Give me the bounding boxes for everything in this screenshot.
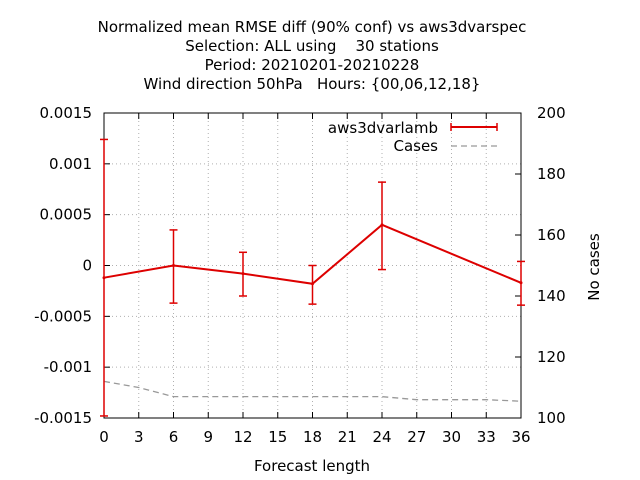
x-tick-label: 24: [372, 428, 391, 446]
data-point: [102, 276, 106, 280]
data-point: [172, 264, 175, 267]
title-line-2: Period: 20210201-20210228: [205, 56, 420, 74]
y-tick-label: -0.001: [44, 358, 92, 376]
x-tick-label: 6: [169, 428, 179, 446]
title-line-0: Normalized mean RMSE diff (90% conf) vs …: [98, 18, 527, 36]
y2-tick-label: 160: [537, 226, 566, 244]
x-tick-label: 0: [99, 428, 109, 446]
series-layer: [100, 138, 525, 417]
data-point: [241, 272, 245, 276]
x-axis-label: Forecast length: [254, 457, 370, 475]
error-bar: [239, 251, 247, 297]
error-bar: [308, 264, 317, 305]
data-point: [519, 281, 523, 285]
data-point: [311, 282, 314, 286]
x-tick-label: 12: [233, 428, 252, 446]
title-line-3: Wind direction 50hPa Hours: {00,06,12,18…: [144, 75, 481, 93]
x-tick-label: 3: [134, 428, 144, 446]
y-tick-label: -0.0015: [34, 409, 92, 427]
x-tick-label: 15: [268, 428, 287, 446]
y2-tick-label: 140: [537, 287, 566, 305]
legend-label-cases: Cases: [393, 137, 438, 155]
error-bar: [169, 229, 178, 304]
x-tick-label: 36: [511, 428, 530, 446]
series-line-aws3dvarlamb: [103, 223, 522, 285]
x-tick-label: 9: [203, 428, 213, 446]
y-tick-label: 0: [82, 257, 92, 275]
error-bar: [100, 138, 108, 417]
y2-axis: 200 180 160 140 120 100: [515, 104, 566, 427]
y-axis: 0.0015 0.001 0.0005 0 -0.0005 -0.001 -0.0015: [34, 104, 110, 427]
y-tick-label: 0.001: [49, 155, 92, 173]
y-tick-label: 0.0005: [40, 206, 93, 224]
error-bar: [378, 181, 386, 271]
legend-label-aws3dvarlamb: aws3dvarlamb: [328, 119, 438, 137]
y-tick-label: 0.0015: [40, 104, 93, 122]
x-axis: 0 3 6 9 12 15 18 21 24 27 30 33 36: [99, 113, 531, 446]
y2-tick-label: 100: [537, 409, 566, 427]
y2-axis-label: No cases: [585, 233, 603, 301]
chart-title: Normalized mean RMSE diff (90% conf) vs …: [98, 18, 527, 93]
x-tick-label: 21: [338, 428, 357, 446]
title-line-1: Selection: ALL using 30 stations: [185, 37, 439, 55]
data-point: [380, 223, 384, 227]
y-tick-label: -0.0005: [34, 307, 92, 325]
y2-tick-label: 120: [537, 348, 566, 366]
error-bar: [517, 260, 525, 306]
x-tick-label: 33: [477, 428, 496, 446]
y2-tick-label: 180: [537, 165, 566, 183]
series-line-cases: [103, 380, 522, 402]
x-tick-label: 18: [303, 428, 322, 446]
x-tick-label: 30: [442, 428, 461, 446]
y2-tick-label: 200: [537, 104, 566, 122]
x-tick-label: 27: [407, 428, 426, 446]
